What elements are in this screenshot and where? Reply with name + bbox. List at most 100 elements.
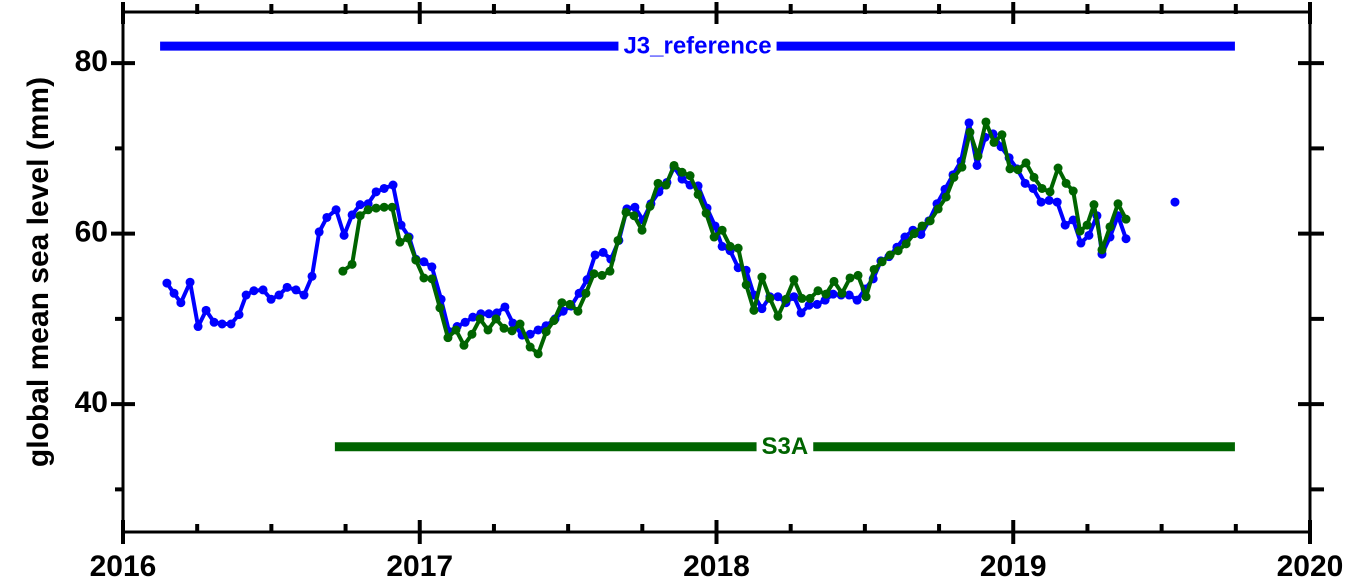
data-point [733,243,743,253]
data-point [621,207,631,217]
data-point [525,342,535,352]
data-point [741,280,751,290]
data-point [1082,220,1092,230]
data-point [379,202,389,212]
data-point [885,250,895,260]
data-point [274,290,284,300]
data-point [581,288,591,298]
data-point [258,285,268,295]
data-point [499,323,509,333]
data-point [829,276,839,286]
data-point [1029,172,1039,182]
data-point [507,326,517,336]
plot-frame [121,10,1312,534]
data-point [852,295,862,305]
data-point [1068,186,1078,196]
data-point [964,118,974,128]
data-point [845,273,855,283]
data-point [677,167,687,177]
data-point [396,220,406,230]
data-point [557,298,567,308]
data-point [427,274,437,284]
data-point [371,187,381,197]
data-point [347,259,357,269]
data-point [837,288,847,298]
data-point [677,174,687,184]
data-point [209,317,219,327]
data-point [491,314,501,324]
data-point [541,327,551,337]
data-point [917,221,927,231]
data-point [363,205,373,215]
data-point [443,333,453,343]
data-point [1060,220,1070,230]
data-point [468,312,478,322]
data-point [765,293,775,303]
data-point [613,235,623,245]
data-point [338,266,348,276]
data-point [598,247,608,257]
data-point [725,241,735,251]
data-point [796,308,806,318]
data-point [589,269,599,279]
data-point [403,233,413,243]
y-tick-label: 40 [75,386,108,419]
series-label-background [618,38,777,55]
data-point [877,257,887,267]
data-point [1061,178,1071,188]
data-point [685,171,695,181]
data-point [387,202,397,212]
data-point [201,305,211,315]
data-point [395,237,405,247]
data-point [515,319,525,329]
data-point [804,300,814,310]
data-point [1037,183,1047,193]
data-point [669,160,679,170]
data-point [419,273,429,283]
x-tick-label: 2016 [90,550,157,583]
series-label: J3_reference [623,32,771,59]
data-point [789,292,799,302]
data-point [162,278,172,288]
data-point [1036,197,1046,207]
data-point [467,329,477,339]
data-point [973,151,983,161]
data-point [459,340,469,350]
series-line [341,120,1128,356]
data-point [388,180,398,190]
data-point [1084,230,1094,240]
data-point [533,349,543,359]
x-tick-label: 2019 [980,550,1047,583]
data-point [1053,163,1063,173]
data-point [565,299,575,309]
data-point [653,178,663,188]
data-point [757,272,767,282]
y-tick-label: 80 [75,45,108,78]
data-point [307,271,317,281]
data-point [757,304,767,314]
series-label-background [756,438,814,455]
data-point [1045,187,1055,197]
data-point [379,183,389,193]
data-point [773,311,783,321]
data-point [1052,197,1062,207]
data-point [483,325,493,335]
data-point [1044,195,1054,205]
data-point [853,270,863,280]
data-point [1113,199,1123,209]
data-point [241,290,251,300]
data-point [169,288,179,298]
data-point [805,293,815,303]
data-point [371,203,381,213]
data-point [1068,215,1078,225]
data-point [812,299,822,309]
data-point [355,200,365,210]
data-point [957,162,967,172]
data-point [1075,226,1085,236]
data-point [717,241,727,251]
data-point [226,319,236,329]
data-point [1097,245,1107,255]
data-point [997,130,1007,140]
data-point [282,282,292,292]
